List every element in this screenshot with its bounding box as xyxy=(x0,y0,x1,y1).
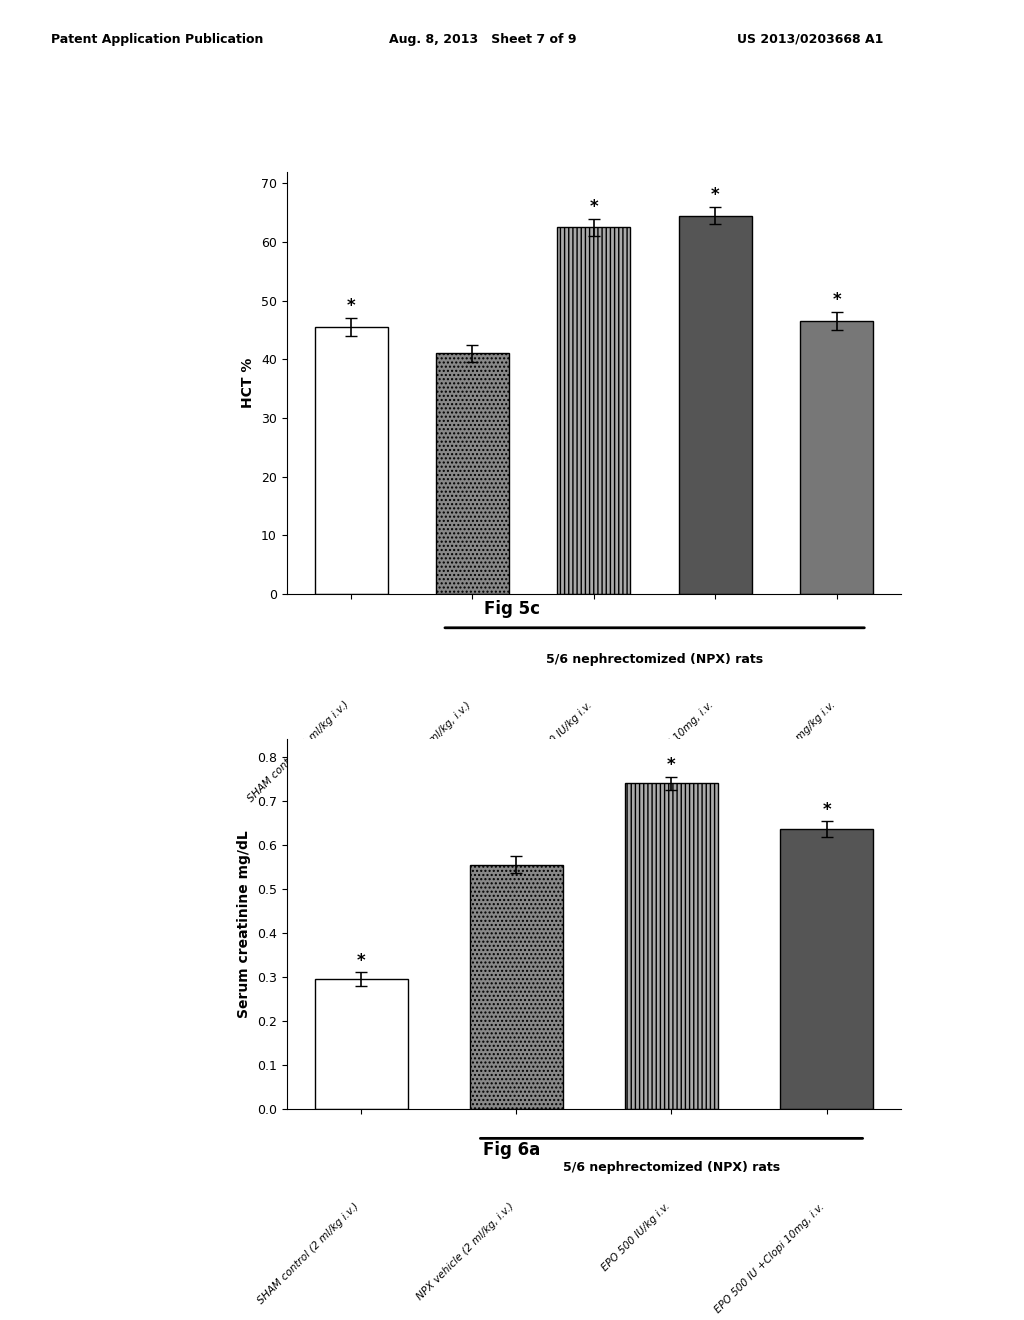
Text: *: * xyxy=(668,756,676,775)
Text: Aug. 8, 2013   Sheet 7 of 9: Aug. 8, 2013 Sheet 7 of 9 xyxy=(389,33,577,46)
Bar xyxy=(679,215,752,594)
Bar xyxy=(314,327,387,594)
Text: NPX vehicle (2 ml/kg, i.v.): NPX vehicle (2 ml/kg, i.v.) xyxy=(372,700,472,800)
Text: US 2013/0203668 A1: US 2013/0203668 A1 xyxy=(737,33,884,46)
Text: SHAM control (2 ml/kg i.v.): SHAM control (2 ml/kg i.v.) xyxy=(246,700,351,804)
Text: EPO 500 IU +Clopi 10mg, i.v.: EPO 500 IU +Clopi 10mg, i.v. xyxy=(714,1201,826,1315)
Text: *: * xyxy=(347,297,355,315)
Y-axis label: HCT %: HCT % xyxy=(242,358,255,408)
Bar xyxy=(436,354,509,594)
Bar xyxy=(314,979,408,1109)
Text: *: * xyxy=(357,952,366,970)
Text: SHAM control (2 ml/kg i.v.): SHAM control (2 ml/kg i.v.) xyxy=(256,1201,361,1305)
Text: Fig 5c: Fig 5c xyxy=(484,599,540,618)
Bar xyxy=(625,783,718,1109)
Text: *: * xyxy=(833,292,841,309)
Text: EPO 500 IU/kg i.v.: EPO 500 IU/kg i.v. xyxy=(522,700,594,772)
Text: Fig 6a: Fig 6a xyxy=(483,1140,541,1159)
Text: 5/6 nephrectomized (NPX) rats: 5/6 nephrectomized (NPX) rats xyxy=(546,653,763,667)
Text: EPO 500 IU/kg i.v.: EPO 500 IU/kg i.v. xyxy=(599,1201,672,1274)
Text: NPX vehicle (2 ml/kg, i.v.): NPX vehicle (2 ml/kg, i.v.) xyxy=(416,1201,516,1302)
Text: *: * xyxy=(822,801,830,820)
Bar xyxy=(470,865,563,1109)
Text: *: * xyxy=(711,186,720,203)
Bar xyxy=(780,829,873,1109)
Text: Patent Application Publication: Patent Application Publication xyxy=(51,33,263,46)
Bar xyxy=(557,227,631,594)
Y-axis label: Serum creatinine mg/dL: Serum creatinine mg/dL xyxy=(238,830,252,1018)
Text: *: * xyxy=(590,198,598,215)
Text: Clopi 10 mg/kg i.v.: Clopi 10 mg/kg i.v. xyxy=(762,700,837,775)
Bar xyxy=(801,321,873,594)
Text: EPO 500 IU +Clopi 10mg, i.v.: EPO 500 IU +Clopi 10mg, i.v. xyxy=(602,700,716,813)
Text: 5/6 nephrectomized (NPX) rats: 5/6 nephrectomized (NPX) rats xyxy=(563,1160,780,1173)
